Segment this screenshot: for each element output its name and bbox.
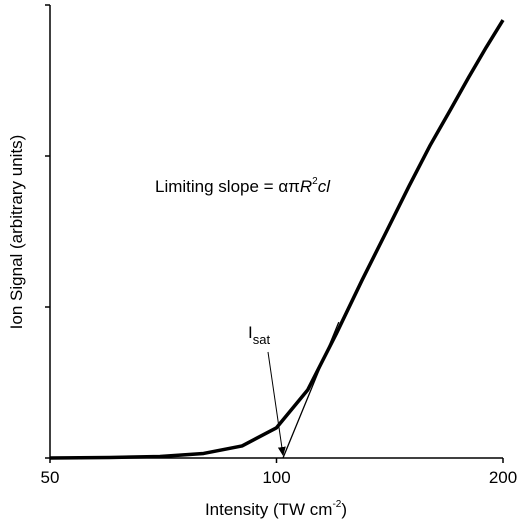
slope-annotation: Limiting slope = απR2cl (155, 176, 331, 196)
x-axis-title: Intensity (TW cm-2) (205, 499, 347, 519)
isat-arrow (267, 351, 286, 456)
data-line (49, 19, 505, 460)
data-line (282, 321, 340, 459)
isat-annotation: Isat (248, 323, 270, 347)
y-axis-title: Ion Signal (arbitrary units) (7, 135, 26, 330)
x-tick-label: 200 (489, 468, 517, 487)
x-tick-label: 100 (262, 468, 290, 487)
x-tick-label: 50 (41, 468, 60, 487)
